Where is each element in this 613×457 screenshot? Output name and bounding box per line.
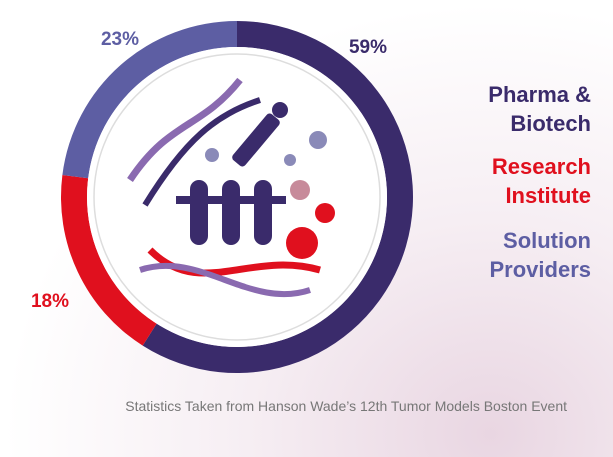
legend-entry: Solution Providers: [489, 228, 592, 282]
slice: [60, 174, 157, 346]
legend-entry: Pharma & Biotech: [488, 82, 591, 136]
slice: [62, 21, 237, 179]
slice: [142, 21, 414, 374]
value-label: 23%: [101, 29, 139, 50]
lab-icon: [127, 77, 335, 298]
caption: Statistics Taken from Hanson Wade’s 12th…: [125, 398, 567, 414]
value-label: 59%: [349, 37, 387, 58]
inner-ring: [93, 53, 381, 341]
legend-entry: Research Institute: [491, 154, 591, 208]
value-label: 18%: [31, 291, 69, 312]
